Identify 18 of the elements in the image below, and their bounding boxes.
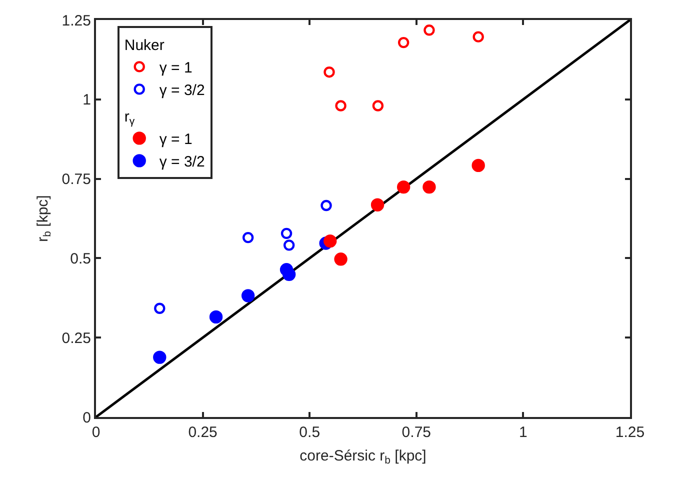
x-axis-title: core-Sérsic r$_{b}$ [kpc] — [300, 448, 426, 467]
legend-label: γ = 1 — [159, 131, 192, 148]
legend-label: γ = 3/2 — [159, 82, 205, 100]
y-tick-label: 1.25 — [62, 12, 91, 30]
legend-label: γ = 3/2 — [159, 154, 205, 171]
annotation: Nuker — [124, 37, 164, 54]
legend-label: γ = 1 — [159, 60, 192, 77]
x-tick-label: 1 — [519, 424, 528, 441]
x-tick-label: 0.25 — [188, 424, 218, 441]
y-tick-label: 0.75 — [62, 171, 91, 188]
x-tick-label: 1.25 — [615, 424, 645, 441]
y-tick-label: 0.5 — [70, 250, 91, 268]
x-tick-label: 0.75 — [402, 424, 431, 441]
x-tick-label: 0.5 — [299, 424, 320, 441]
y-tick-label: 1 — [82, 92, 91, 109]
y-tick-label: 0.25 — [62, 330, 91, 347]
annotation: r$_{γ}$ — [124, 108, 136, 128]
y-tick-label: 0 — [82, 409, 91, 426]
